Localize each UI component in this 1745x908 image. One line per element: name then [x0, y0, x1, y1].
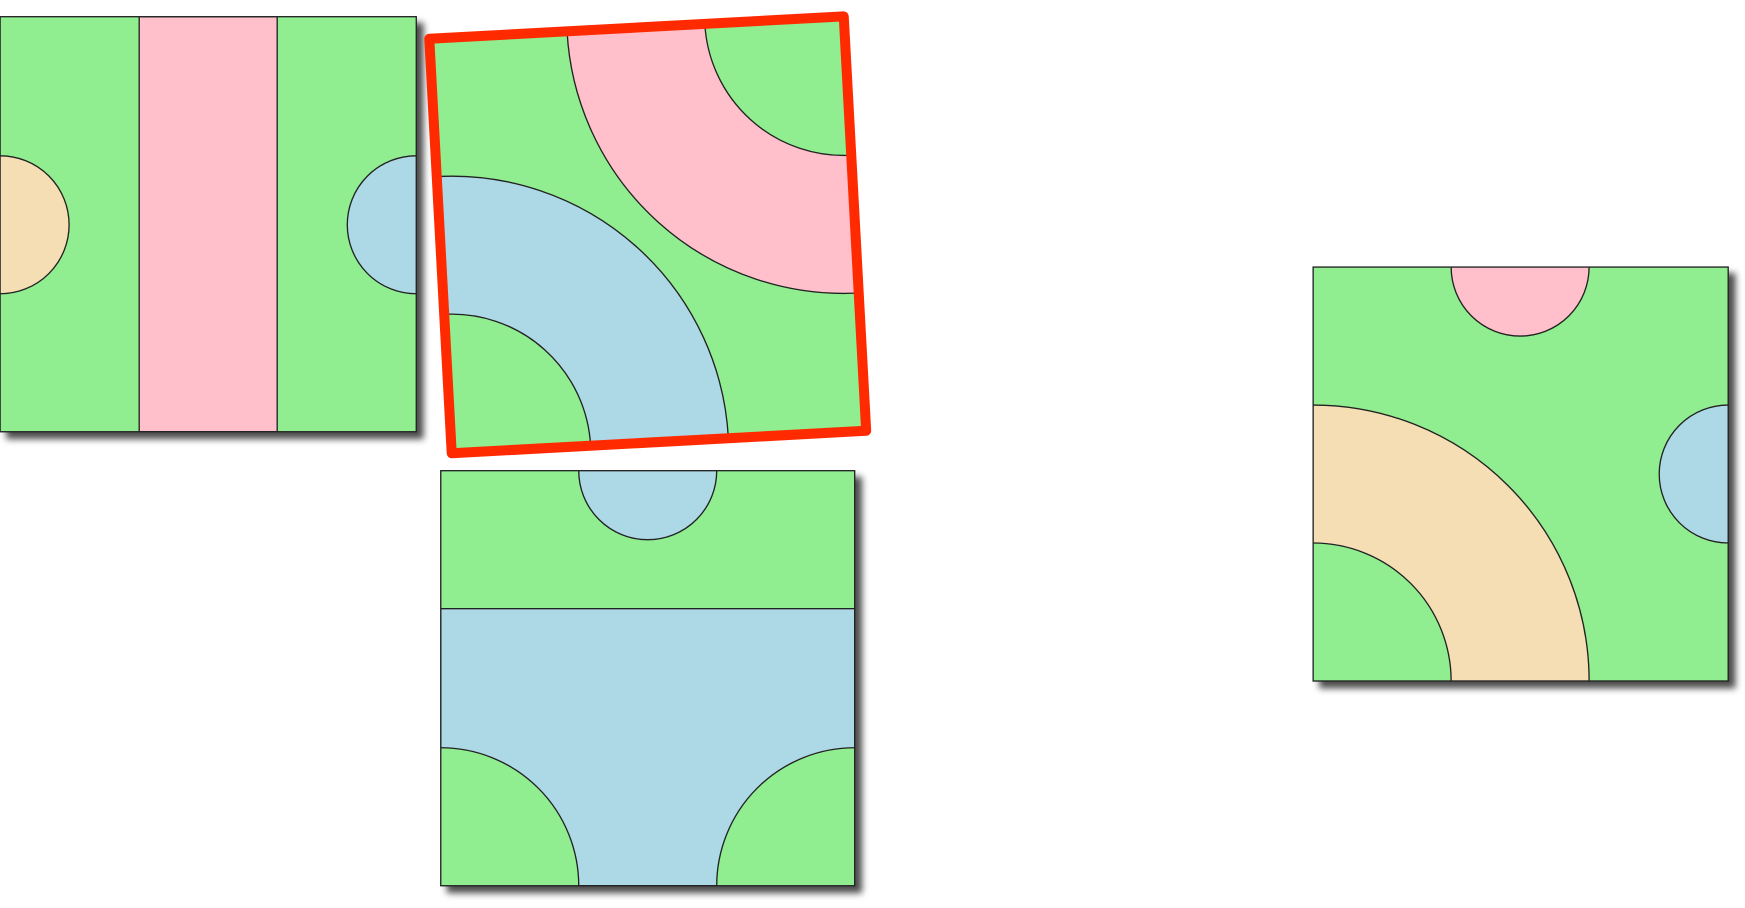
- tile-border: [1312, 266, 1729, 682]
- selected-tile[interactable]: [138, 0, 1158, 745]
- tile[interactable]: [1037, 198, 1745, 908]
- corner-green: [716, 747, 855, 886]
- tile-pattern: [1313, 267, 1729, 681]
- tile-pattern: [0, 16, 417, 432]
- tile-pattern: [440, 470, 855, 886]
- selection-border: [424, 11, 872, 459]
- corner-green: [1313, 542, 1452, 681]
- tile-border: [440, 470, 856, 887]
- road-end-blue: [1658, 404, 1729, 544]
- tile[interactable]: [303, 402, 993, 908]
- tile[interactable]: [0, 16, 485, 433]
- road-end-blue: [346, 155, 417, 295]
- corner-green: [440, 747, 580, 886]
- road-end-pink: [1450, 267, 1590, 337]
- road-end-beige: [0, 155, 70, 295]
- road-pink: [138, 16, 278, 432]
- tile-border: [0, 16, 417, 433]
- road-end-blue: [578, 470, 718, 541]
